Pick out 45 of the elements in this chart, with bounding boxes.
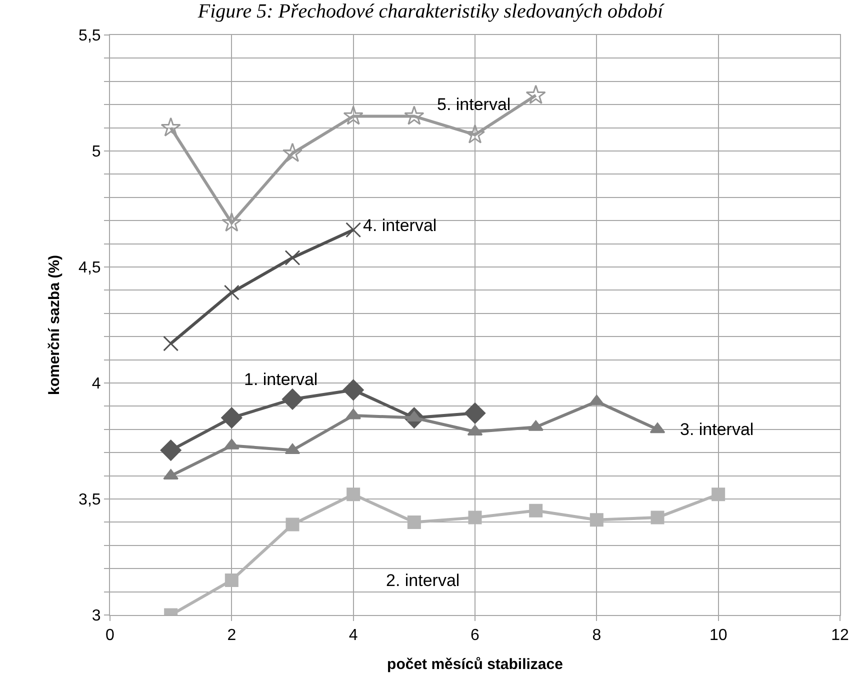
point bbox=[529, 504, 543, 518]
point bbox=[342, 379, 364, 400]
y-tick-label: 3 bbox=[92, 608, 101, 625]
point bbox=[224, 573, 238, 587]
y-tick-label: 4 bbox=[92, 376, 101, 393]
point bbox=[343, 106, 364, 125]
x-tick-label: 10 bbox=[709, 627, 728, 644]
series-label: 4. interval bbox=[363, 216, 437, 235]
chart-title: Figure 5: Přechodové charakteristiky sledovaných období bbox=[196, 0, 666, 22]
text: 2. interval bbox=[386, 571, 460, 590]
y-tick-label: 5 bbox=[92, 144, 101, 161]
point bbox=[222, 212, 242, 232]
y-tick-label: 4,5 bbox=[78, 260, 101, 277]
point bbox=[282, 388, 303, 410]
point bbox=[224, 284, 240, 300]
point bbox=[221, 407, 242, 428]
series-label: 1. interval bbox=[244, 370, 318, 389]
point bbox=[464, 402, 486, 424]
point bbox=[160, 117, 181, 136]
series-label: 3. interval bbox=[680, 420, 754, 439]
series-label: 5. interval bbox=[437, 95, 511, 114]
point bbox=[407, 515, 421, 529]
point bbox=[286, 518, 300, 532]
point bbox=[284, 250, 300, 266]
x-tick-label: 12 bbox=[831, 627, 849, 644]
x-tick-label: 2 bbox=[227, 627, 236, 644]
point bbox=[712, 488, 726, 502]
x-tick-label: 8 bbox=[592, 627, 602, 644]
x-tick-label: 6 bbox=[470, 627, 480, 644]
y-axis-title: komerční sazba (%) bbox=[46, 254, 63, 396]
point bbox=[526, 84, 546, 104]
x-axis-title: počet měsíců stabilizace bbox=[387, 656, 563, 674]
point bbox=[282, 142, 303, 162]
point bbox=[346, 222, 362, 238]
point bbox=[650, 510, 664, 524]
point bbox=[590, 513, 604, 527]
point bbox=[404, 106, 424, 125]
x-tick-label: 0 bbox=[106, 627, 115, 644]
y-tick-label: 3,5 bbox=[78, 492, 101, 509]
point bbox=[468, 510, 482, 524]
point bbox=[346, 488, 360, 502]
point bbox=[160, 440, 182, 461]
point bbox=[163, 336, 179, 352]
y-tick-label: 5,5 bbox=[78, 28, 101, 45]
x-tick-label: 4 bbox=[348, 627, 358, 644]
